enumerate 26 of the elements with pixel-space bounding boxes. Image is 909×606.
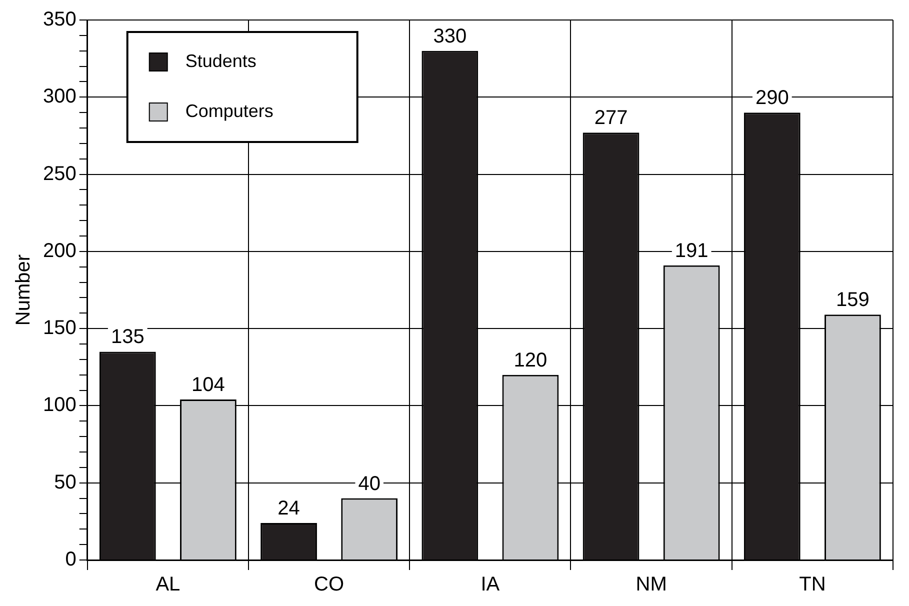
y-tick-label: 200	[42, 240, 76, 262]
data-label: 330	[433, 25, 467, 48]
x-tick-label: TN	[799, 574, 826, 596]
y-tick-label: 0	[65, 548, 76, 571]
legend-label: Students	[185, 50, 256, 71]
data-label: 40	[358, 472, 380, 495]
y-tick-label: 150	[42, 317, 76, 340]
data-label: 24	[278, 497, 300, 520]
y-tick-label: 350	[42, 8, 76, 31]
x-tick-label: NM	[636, 574, 667, 596]
legend-label: Computers	[185, 100, 274, 121]
y-tick-label: 300	[42, 86, 76, 108]
data-label: 135	[110, 326, 144, 348]
x-tick-label: AL	[156, 574, 180, 596]
data-label: 290	[755, 87, 789, 110]
data-label: 191	[674, 240, 708, 262]
data-label: 104	[192, 374, 225, 396]
data-label: 120	[514, 349, 548, 372]
x-tick-label: CO	[314, 574, 344, 596]
y-tick-label: 50	[54, 471, 76, 494]
y-axis-title: Number	[12, 254, 35, 326]
x-tick-label: IA	[480, 574, 500, 596]
y-tick-label: 250	[42, 162, 76, 185]
data-label: 277	[594, 107, 628, 130]
data-label: 159	[836, 289, 870, 312]
y-tick-label: 100	[42, 394, 76, 416]
